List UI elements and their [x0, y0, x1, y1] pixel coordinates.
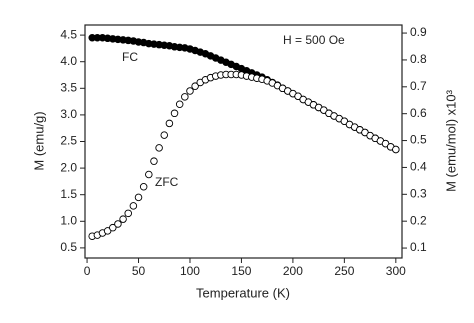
data-point	[160, 131, 168, 139]
y-tick-label: 2.5	[60, 134, 77, 148]
x-axis-label: Temperature (K)	[196, 285, 290, 300]
y2-axis-label: M (emu/mol) x10³	[443, 89, 458, 192]
data-point	[392, 145, 400, 154]
data-point	[145, 170, 153, 179]
data-point	[150, 157, 158, 165]
data-point	[139, 182, 148, 191]
x-tick-label: 250	[334, 264, 354, 278]
annotation: ZFC	[155, 175, 179, 189]
data-point	[124, 209, 132, 218]
y-axis-label: M (emu/g)	[31, 111, 46, 170]
y2-tick-label: 0.5	[410, 133, 427, 147]
data-point	[186, 87, 194, 95]
data-point	[165, 119, 174, 128]
data-point	[129, 202, 138, 210]
y2-tick-label: 0.7	[410, 79, 427, 93]
y-tick-label: 1.5	[60, 187, 77, 201]
data-point	[155, 144, 163, 152]
data-point	[109, 223, 117, 232]
x-tick-label: 0	[84, 264, 91, 278]
y2-tick-label: 0.6	[410, 106, 427, 120]
annotation: FC	[122, 50, 138, 64]
data-point	[114, 220, 122, 228]
y2-tick-label: 0.2	[410, 213, 427, 227]
y-tick-label: 4.5	[60, 27, 77, 41]
data-point	[175, 100, 184, 109]
annotation: H = 500 Oe	[283, 33, 345, 47]
data-point	[181, 93, 189, 101]
x-tick-label: 150	[231, 264, 251, 278]
y-tick-label: 3.5	[60, 80, 77, 94]
x-tick-label: 100	[180, 264, 200, 278]
y-tick-label: 4.0	[60, 54, 77, 68]
x-tick-label: 300	[386, 264, 406, 278]
y2-tick-label: 0.4	[410, 160, 427, 174]
y2-tick-label: 0.9	[410, 25, 427, 39]
y-tick-label: 0.5	[60, 240, 77, 254]
data-point	[191, 82, 199, 90]
data-point	[170, 109, 179, 118]
y-tick-label: 3.0	[60, 107, 77, 121]
data-point	[134, 193, 143, 202]
y2-tick-label: 0.8	[410, 52, 427, 66]
y-tick-label: 1.0	[60, 213, 77, 227]
x-tick-label: 50	[132, 264, 146, 278]
data-point	[119, 215, 127, 223]
y2-tick-label: 0.3	[410, 186, 427, 200]
x-tick-label: 200	[283, 264, 303, 278]
y2-tick-label: 0.1	[410, 240, 427, 254]
y-tick-label: 2.0	[60, 160, 77, 174]
